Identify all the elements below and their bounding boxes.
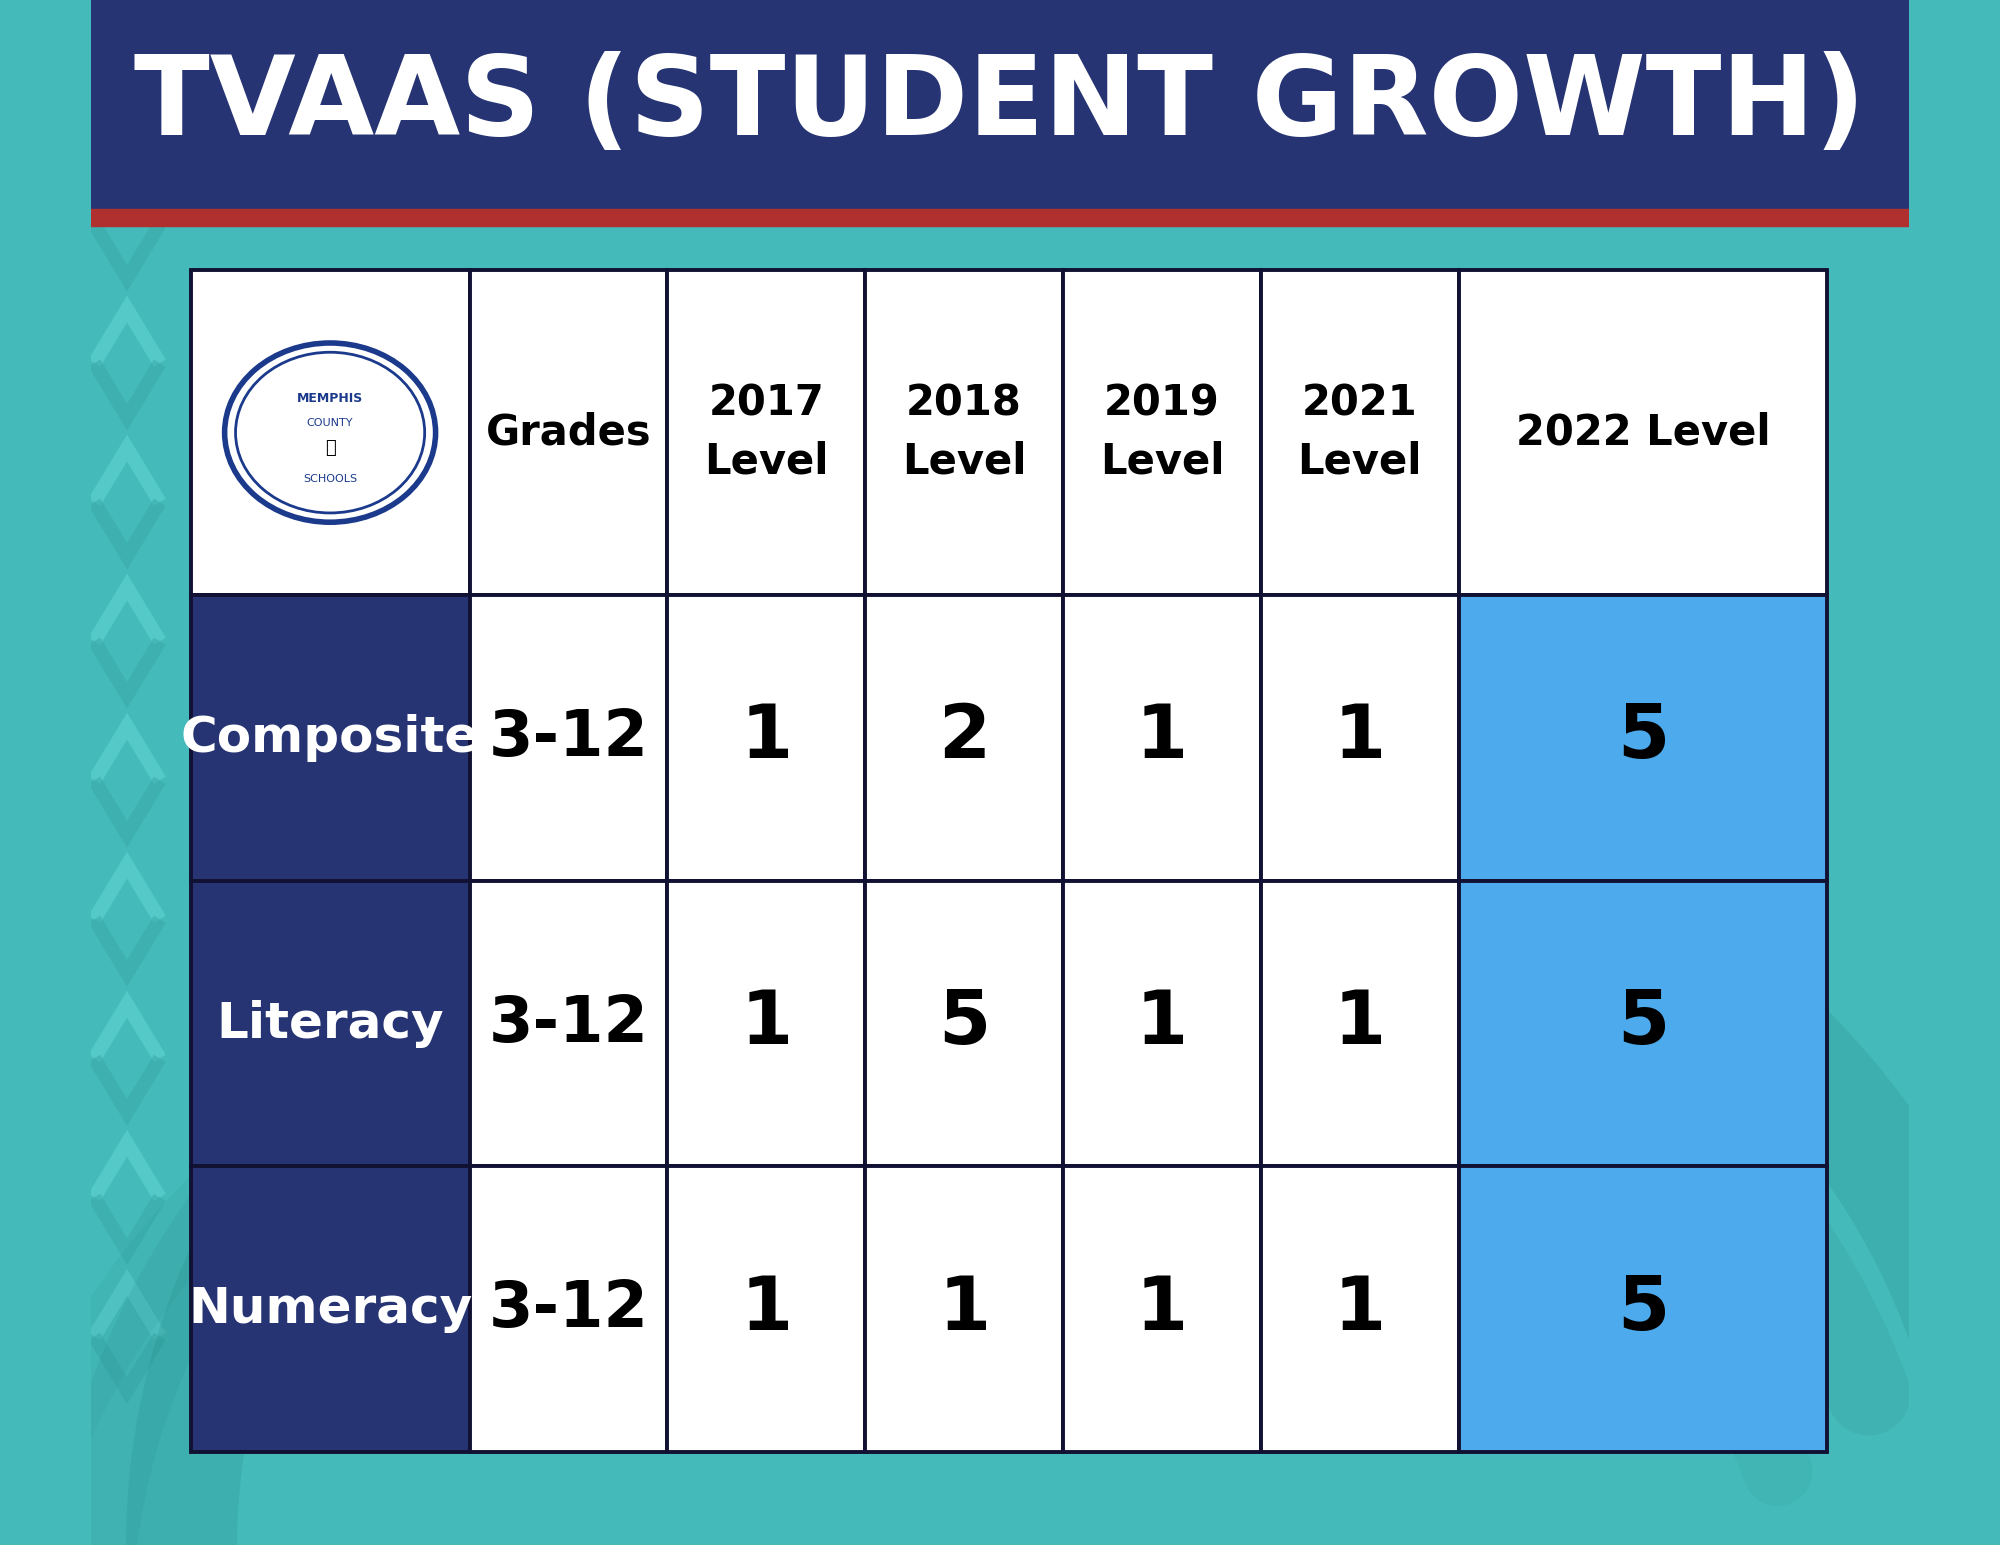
Bar — [1064, 881, 1260, 1166]
Bar — [1458, 270, 1828, 595]
Circle shape — [224, 343, 436, 522]
Text: 5: 5 — [938, 987, 990, 1060]
Bar — [470, 881, 668, 1166]
Bar — [668, 881, 866, 1166]
Text: 3-12: 3-12 — [488, 706, 648, 769]
Bar — [668, 270, 866, 595]
Bar — [866, 881, 1064, 1166]
Bar — [1458, 595, 1828, 881]
Text: Composite: Composite — [180, 714, 480, 762]
Text: 1: 1 — [938, 1273, 990, 1346]
Bar — [1260, 595, 1458, 881]
Text: 2018
Level: 2018 Level — [902, 382, 1026, 484]
Circle shape — [236, 352, 424, 513]
Bar — [866, 595, 1064, 881]
Bar — [1260, 270, 1458, 595]
Bar — [1458, 881, 1828, 1166]
Text: 1: 1 — [1334, 1273, 1386, 1346]
Bar — [90, 0, 1910, 209]
Text: 2021
Level: 2021 Level — [1298, 382, 1422, 484]
Bar — [190, 1166, 470, 1452]
Text: 1: 1 — [1334, 987, 1386, 1060]
Bar — [190, 270, 470, 595]
Text: 1: 1 — [1136, 987, 1188, 1060]
Text: 2017
Level: 2017 Level — [704, 382, 828, 484]
Text: 1: 1 — [740, 701, 792, 774]
Text: Numeracy: Numeracy — [188, 1285, 472, 1333]
Bar — [470, 1166, 668, 1452]
Text: 5: 5 — [1616, 1273, 1670, 1346]
Bar — [1064, 1166, 1260, 1452]
Text: 1: 1 — [740, 987, 792, 1060]
Text: 5: 5 — [1616, 987, 1670, 1060]
Bar — [1458, 1166, 1828, 1452]
Text: 3-12: 3-12 — [488, 1278, 648, 1341]
Bar — [1064, 270, 1260, 595]
Bar — [668, 595, 866, 881]
Text: 3-12: 3-12 — [488, 992, 648, 1055]
Text: 1: 1 — [740, 1273, 792, 1346]
Text: SCHOOLS: SCHOOLS — [304, 474, 358, 484]
Text: Literacy: Literacy — [216, 1000, 444, 1048]
Text: 2: 2 — [938, 701, 990, 774]
Text: 2019
Level: 2019 Level — [1100, 382, 1224, 484]
Text: 🎓: 🎓 — [324, 439, 336, 457]
Text: 1: 1 — [1136, 701, 1188, 774]
Bar — [470, 270, 668, 595]
Text: 1: 1 — [1136, 1273, 1188, 1346]
Text: 2022 Level: 2022 Level — [1516, 411, 1770, 454]
Bar — [470, 595, 668, 881]
Bar — [866, 1166, 1064, 1452]
Bar — [1260, 1166, 1458, 1452]
Bar — [190, 881, 470, 1166]
Bar — [1260, 881, 1458, 1166]
Text: MEMPHIS: MEMPHIS — [296, 392, 364, 405]
Bar — [190, 595, 470, 881]
Text: TVAAS (STUDENT GROWTH): TVAAS (STUDENT GROWTH) — [134, 51, 1866, 158]
Bar — [1064, 595, 1260, 881]
Text: 5: 5 — [1616, 701, 1670, 774]
Text: Grades: Grades — [486, 411, 652, 454]
Text: COUNTY: COUNTY — [306, 419, 354, 428]
Bar — [668, 1166, 866, 1452]
Bar — [90, 209, 1910, 226]
Bar — [866, 270, 1064, 595]
Text: 1: 1 — [1334, 701, 1386, 774]
